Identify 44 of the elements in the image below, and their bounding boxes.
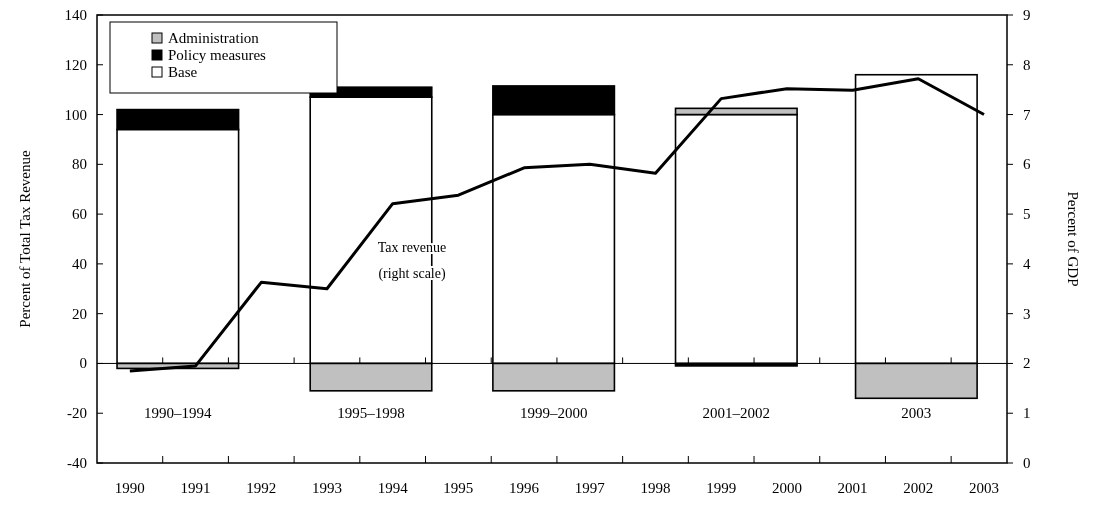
y-tick-label: -40 <box>67 455 87 471</box>
x-tick-label: 2000 <box>771 480 802 496</box>
x-tick-label: 1993 <box>311 480 342 496</box>
y2-tick-label: 4 <box>1023 255 1031 272</box>
y-tick-label: 40 <box>72 255 87 272</box>
annotation: 1990–1994 <box>144 405 213 422</box>
x-tick-label: 1999 <box>706 480 737 496</box>
annotation: 2001–2002 <box>702 405 771 422</box>
y-tick-label: -20 <box>67 405 87 422</box>
x-tick-label: 1997 <box>574 480 606 496</box>
y2-tick-label: 5 <box>1023 206 1031 223</box>
x-tick-label: 1998 <box>640 480 671 496</box>
y2-tick-label: 9 <box>1023 7 1031 23</box>
x-tick-label: 2003 <box>969 480 999 496</box>
y-tick-label: 140 <box>64 7 87 23</box>
y2-tick-label: 1 <box>1023 405 1031 422</box>
x-tick-label: 2001 <box>837 480 868 496</box>
x-tick-label: 1991 <box>180 480 211 496</box>
x-tick-label: 1990 <box>114 480 145 496</box>
annotation: 1999–2000 <box>519 405 588 422</box>
x-tick-label: 1996 <box>509 480 540 496</box>
legend-label: Administration <box>168 30 260 46</box>
annotation: 2003 <box>901 405 932 422</box>
x-tick-label: 1995 <box>443 480 474 496</box>
y2-tick-label: 6 <box>1023 156 1031 173</box>
y2-tick-label: 3 <box>1023 305 1031 322</box>
y2-tick-label: 8 <box>1023 56 1031 73</box>
x-tick-label: 1994 <box>377 480 409 496</box>
y-tick-label: 20 <box>72 305 87 322</box>
y-tick-label: 120 <box>64 56 87 73</box>
legend-label: Policy measures <box>168 47 267 63</box>
x-tick-label: 1992 <box>246 480 277 496</box>
y-tick-label: 100 <box>64 106 87 123</box>
legend-label: Base <box>168 64 198 80</box>
annotation: 1995–1998 <box>337 405 405 422</box>
y-axis-title: Percent of Total Tax Revenue <box>17 150 33 328</box>
y2-tick-label: 7 <box>1023 106 1031 123</box>
y-tick-label: 80 <box>72 156 87 173</box>
y-tick-label: 60 <box>72 206 87 223</box>
x-tick-label: 2002 <box>903 480 934 496</box>
y-tick-label: 0 <box>79 355 87 372</box>
y2-tick-label: 0 <box>1023 455 1031 471</box>
y2-tick-label: 2 <box>1023 355 1031 372</box>
y2-axis-title: Percent of GDP <box>1065 191 1081 287</box>
